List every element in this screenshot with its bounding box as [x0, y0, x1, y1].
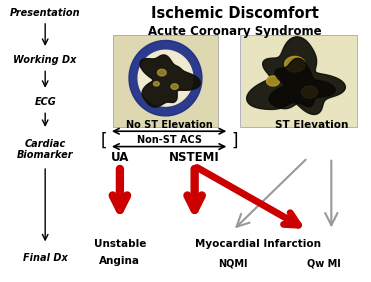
Polygon shape	[266, 76, 280, 86]
Polygon shape	[269, 58, 335, 109]
Text: Working Dx: Working Dx	[13, 55, 77, 65]
Text: Unstable: Unstable	[94, 239, 146, 249]
Text: Non-ST ACS: Non-ST ACS	[137, 135, 201, 145]
Polygon shape	[171, 84, 178, 89]
Text: Final Dx: Final Dx	[23, 253, 68, 263]
Text: ]: ]	[232, 132, 238, 150]
FancyBboxPatch shape	[113, 35, 218, 127]
Polygon shape	[138, 50, 193, 106]
Polygon shape	[285, 56, 305, 72]
Text: UA: UA	[111, 151, 129, 164]
Text: Cardiac
Biomarker: Cardiac Biomarker	[17, 138, 73, 160]
Text: ST Elevation: ST Elevation	[275, 120, 348, 130]
Text: Qw MI: Qw MI	[307, 259, 341, 269]
Polygon shape	[140, 55, 200, 107]
Polygon shape	[247, 37, 345, 114]
Polygon shape	[129, 41, 202, 116]
Text: ECG: ECG	[34, 97, 56, 107]
FancyBboxPatch shape	[240, 35, 357, 127]
Text: NSTEMI: NSTEMI	[169, 151, 220, 164]
Text: [: [	[100, 132, 107, 150]
Text: Ischemic Discomfort: Ischemic Discomfort	[151, 6, 319, 21]
Polygon shape	[302, 86, 318, 98]
Polygon shape	[157, 69, 166, 76]
Text: Myocardial Infarction: Myocardial Infarction	[196, 239, 321, 249]
Polygon shape	[154, 81, 159, 86]
Text: NQMI: NQMI	[218, 259, 248, 269]
Text: No ST Elevation: No ST Elevation	[126, 120, 213, 130]
Text: Acute Coronary Syndrome: Acute Coronary Syndrome	[148, 25, 322, 38]
Text: Presentation: Presentation	[10, 8, 81, 17]
Text: Angina: Angina	[99, 256, 140, 266]
